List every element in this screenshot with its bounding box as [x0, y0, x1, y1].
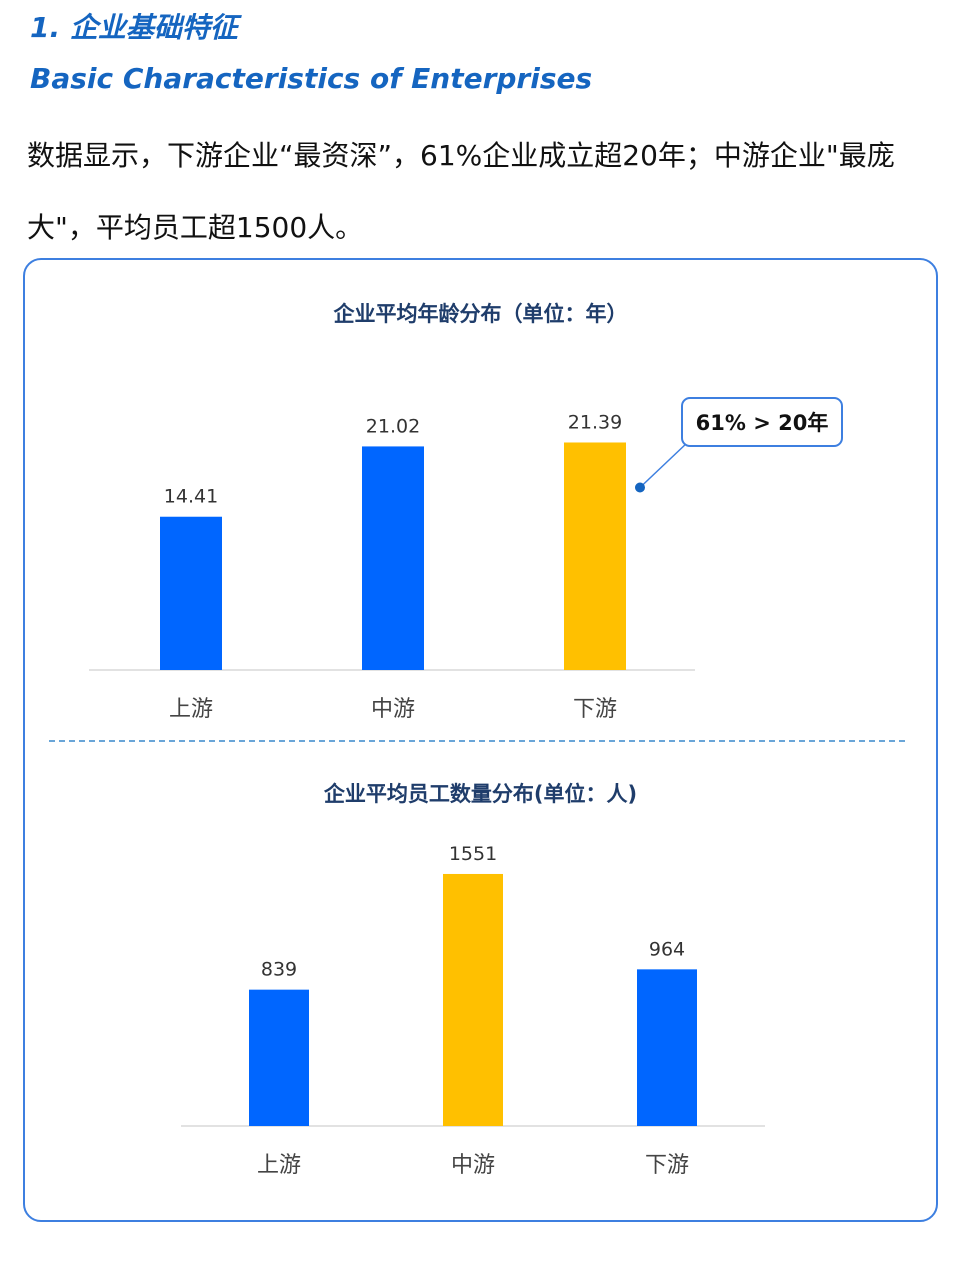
age-bar-chart: 14.41 上游 21.02 中游 21.39 下游 61% > 20年: [89, 397, 843, 722]
intro-paragraph: 数据显示，下游企业“最资深”，61%企业成立超20年；中游企业"最庞大"，平均员…: [27, 139, 895, 244]
age-chart-title: 企业平均年龄分布（单位：年）: [333, 302, 628, 326]
age-value-label: 14.41: [164, 486, 218, 508]
staff-value-label: 964: [649, 938, 685, 960]
staff-chart-title: 企业平均员工数量分布(单位：人): [323, 782, 638, 806]
callout-text: 61% > 20年: [696, 411, 829, 435]
staff-value-label: 839: [261, 959, 297, 981]
section-subtitle: Basic Characteristics of Enterprises: [30, 62, 593, 95]
callout-dot: [635, 482, 645, 493]
age-bar: [160, 516, 222, 670]
staff-category-label: 下游: [645, 1153, 689, 1178]
chart-divider: [49, 740, 905, 742]
age-category-label: 下游: [573, 697, 617, 722]
age-category-label: 中游: [371, 697, 415, 722]
age-bar: [362, 446, 424, 670]
staff-value-label: 1551: [449, 843, 497, 865]
callout-leader-line: [639, 441, 689, 489]
staff-bar: [443, 873, 503, 1126]
age-category-label: 上游: [169, 697, 213, 722]
staff-bar: [637, 969, 697, 1126]
staff-category-label: 上游: [257, 1153, 301, 1178]
staff-category-label: 中游: [451, 1153, 495, 1178]
age-value-label: 21.39: [568, 411, 622, 433]
staff-bar: [249, 989, 309, 1126]
section-title: 1. 企业基础特征: [30, 11, 238, 44]
chart-card: 企业平均年龄分布（单位：年） 14.41 上游 21.02 中游 21.39 下游 61% …: [23, 258, 938, 1222]
age-bar: [564, 442, 626, 670]
callout-box: [681, 397, 843, 447]
staff-bar-chart: 839 上游 1551 中游 964 下游: [181, 843, 765, 1178]
age-value-label: 21.02: [366, 415, 420, 437]
